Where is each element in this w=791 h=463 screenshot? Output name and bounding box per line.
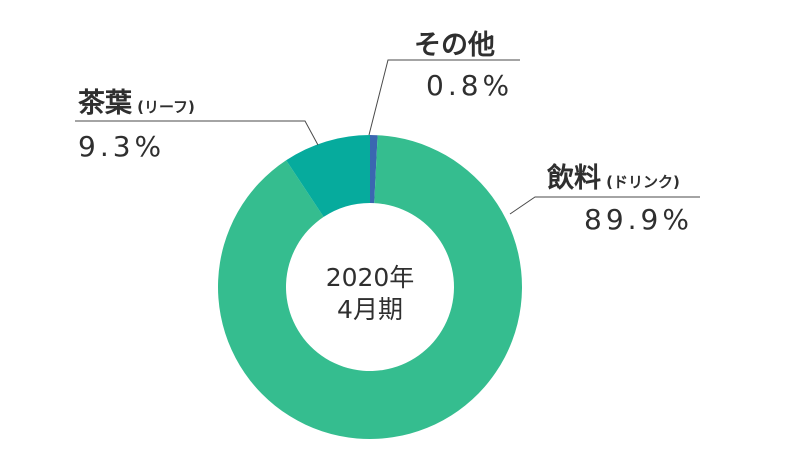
- label-leaf-name: 茶葉: [78, 88, 132, 119]
- label-drink-sub: (ドリンク): [606, 173, 680, 191]
- label-drink-percent: 89.9%: [584, 203, 693, 236]
- donut-slices: [218, 135, 523, 439]
- center-label-year: 2020年: [325, 263, 415, 292]
- label-leaf-percent: 9.3%: [78, 130, 166, 163]
- label-other-percent: 0.8%: [426, 69, 514, 102]
- label-other-name: その他: [414, 30, 495, 61]
- center-label-period: 4月期: [337, 295, 403, 324]
- donut-slice-other: [370, 135, 378, 204]
- label-other: その他: [414, 32, 495, 59]
- leader-line-other: [368, 59, 520, 136]
- leader-lines: [75, 59, 700, 215]
- label-drink-name: 飲料: [547, 163, 601, 194]
- label-leaf: 茶葉 (リーフ): [78, 90, 195, 117]
- center-label: 2020年 4月期: [260, 262, 480, 326]
- label-drink: 飲料 (ドリンク): [547, 165, 680, 192]
- label-leaf-sub: (リーフ): [137, 98, 195, 116]
- donut-slice-leaf: [286, 135, 370, 217]
- leader-line-drink: [509, 196, 700, 215]
- leader-line-leaf: [75, 120, 319, 146]
- donut-slice-drink: [218, 135, 523, 439]
